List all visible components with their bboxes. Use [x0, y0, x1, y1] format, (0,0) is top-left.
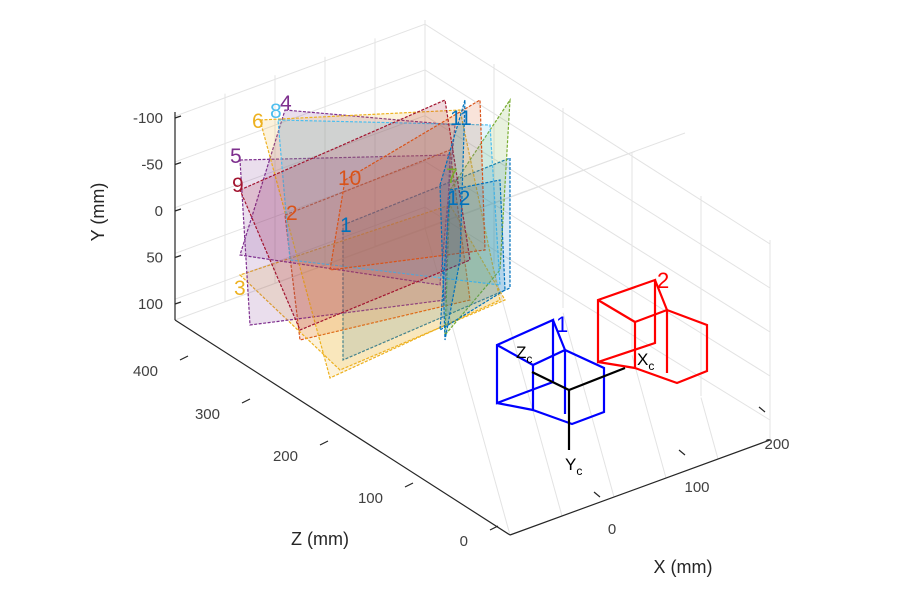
- z-tick-label: 200: [273, 448, 298, 465]
- calibration-plane: [439, 99, 466, 341]
- y-tick-label: -100: [133, 110, 163, 127]
- plane-label: 3: [234, 277, 246, 300]
- z-tick: [489, 525, 499, 531]
- y-tick: [174, 254, 182, 259]
- z-tick: [241, 398, 251, 404]
- z-axis-line: [174, 319, 511, 536]
- x-tick: [593, 491, 601, 498]
- z-tick: [319, 440, 329, 446]
- plane-label: 10: [338, 167, 361, 190]
- y-tick-label: 100: [138, 296, 163, 313]
- plane-label: 11: [450, 107, 472, 130]
- camera-edge: [597, 299, 636, 323]
- camera-axes: Xc Yc Zc: [516, 343, 654, 478]
- z-tick: [179, 355, 189, 361]
- grid-line: [493, 270, 563, 517]
- plane-label: 4: [280, 92, 292, 115]
- axes-box: [174, 112, 771, 536]
- grid-line: [424, 132, 686, 229]
- calibration-plane: [329, 98, 486, 271]
- x-tick-label: 100: [684, 479, 709, 496]
- grid-line: [174, 69, 771, 289]
- camera-edge: [496, 401, 534, 412]
- camera-edge: [597, 360, 636, 370]
- plane-label: 8: [270, 100, 282, 123]
- calibration-plane: [439, 179, 506, 332]
- y-tick: [174, 161, 182, 166]
- plane-label: 2: [286, 202, 298, 225]
- x-tick: [758, 406, 766, 413]
- x-tick: [678, 449, 686, 456]
- y-tick-label: 50: [146, 250, 163, 267]
- camera-edge: [551, 319, 567, 351]
- cameras: 12: [495, 268, 709, 426]
- camera-label: 1: [556, 312, 568, 337]
- grid-line: [174, 23, 771, 245]
- y-axis-label: Y (mm): [88, 183, 108, 242]
- camera-edge: [496, 344, 534, 366]
- plane-label: 5: [230, 145, 242, 168]
- camera-body: [596, 278, 657, 364]
- grid-line: [424, 227, 511, 536]
- grid-line: [174, 115, 771, 333]
- plane-label: 12: [447, 187, 470, 210]
- x-axis-line: [509, 439, 771, 536]
- grid-line: [700, 397, 719, 460]
- plane-label: 7: [446, 165, 458, 188]
- camera-y-label: Yc: [565, 455, 582, 478]
- plane-label: 6: [252, 110, 264, 133]
- camera-x-label: Xc: [637, 350, 654, 373]
- z-tick-label: 0: [460, 533, 468, 550]
- calibration-plane: [259, 109, 501, 379]
- y-tick: [174, 208, 182, 212]
- z-tick: [404, 482, 414, 488]
- camera-label: 2: [657, 268, 669, 293]
- camera-edge: [653, 279, 669, 311]
- z-axis-label: Z (mm): [291, 529, 349, 549]
- z-tick-label: 300: [195, 406, 220, 423]
- y-tick-label: 0: [155, 203, 163, 220]
- x-tick-label: 0: [608, 521, 616, 538]
- camera-x-axis: [568, 366, 626, 392]
- calibration-plane: [239, 99, 471, 331]
- calibration-plane: [284, 149, 471, 341]
- grid-lines: [174, 20, 771, 536]
- z-tick-label: 400: [133, 363, 158, 380]
- camera-z-label: Zc: [516, 343, 532, 366]
- grid-line: [174, 206, 771, 421]
- calibration-plane: [238, 204, 506, 371]
- y-tick: [174, 115, 182, 119]
- grid-line: [562, 312, 615, 498]
- grid-line: [631, 355, 667, 479]
- x-tick-label: 200: [764, 436, 789, 453]
- calibration-plane: [239, 154, 451, 326]
- y-tick-label: -50: [141, 157, 163, 174]
- plane-label: 9: [232, 174, 244, 197]
- y-tick: [174, 301, 182, 305]
- camera-z-axis: [531, 371, 570, 391]
- z-tick-label: 100: [358, 490, 383, 507]
- plane-label: 1: [340, 214, 352, 237]
- x-axis-label: X (mm): [654, 557, 713, 577]
- calibration-plane: [277, 119, 501, 286]
- tick-labels: -100 -50 0 50 100 0 100 200 300 400 0 100 200: [133, 110, 790, 550]
